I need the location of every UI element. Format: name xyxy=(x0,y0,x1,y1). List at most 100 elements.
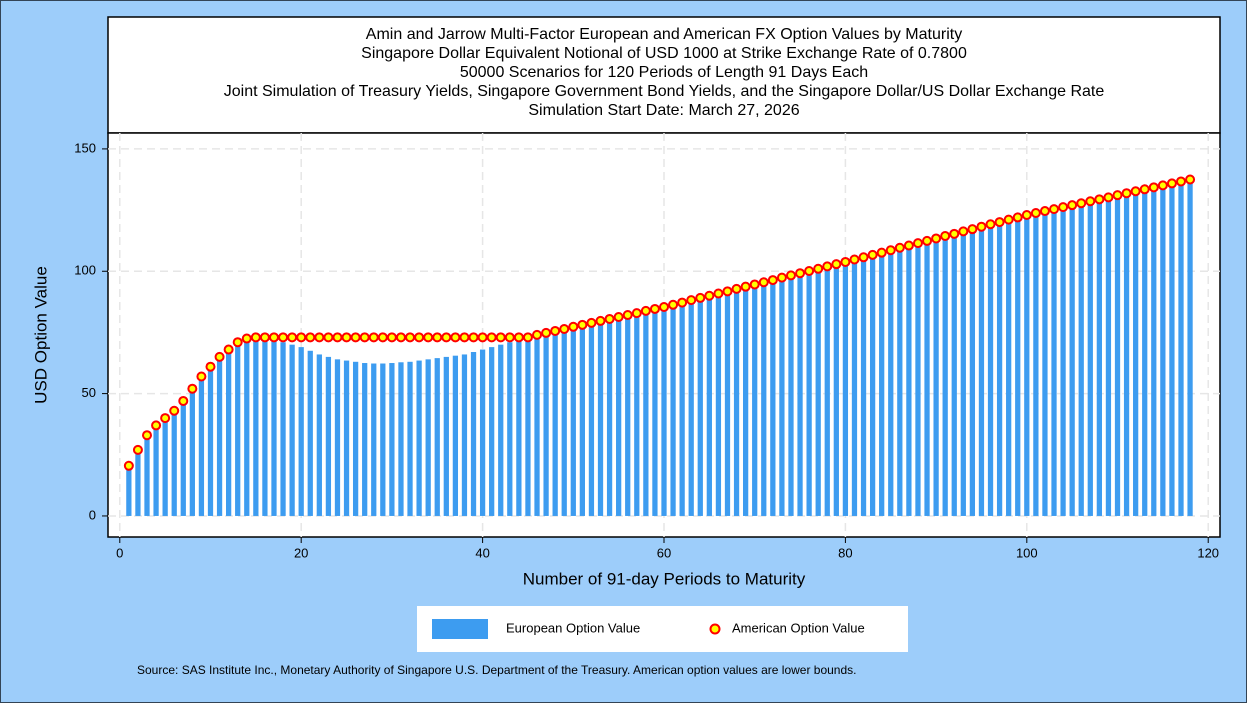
bar xyxy=(833,266,839,516)
x-tick-label: 120 xyxy=(1197,545,1219,560)
dot xyxy=(432,332,443,343)
bar xyxy=(461,354,468,516)
bar xyxy=(507,342,513,516)
dot xyxy=(1121,188,1132,199)
y-tick-label: 50 xyxy=(82,385,96,400)
bar xyxy=(824,268,830,516)
bar xyxy=(1033,215,1039,516)
dot xyxy=(486,332,497,343)
bar xyxy=(244,339,250,516)
dot xyxy=(885,245,896,256)
bar xyxy=(879,255,885,516)
bar xyxy=(969,231,976,516)
bar xyxy=(616,319,622,516)
title-box xyxy=(107,16,1221,134)
dot xyxy=(441,332,452,343)
bar xyxy=(325,356,332,516)
x-tick-label: 80 xyxy=(838,545,852,560)
bar xyxy=(1169,185,1175,516)
dot xyxy=(722,286,733,297)
dot xyxy=(459,332,470,343)
chart-title: Amin and Jarrow Multi-Factor European an… xyxy=(366,26,962,43)
dot xyxy=(604,313,615,324)
dot xyxy=(187,383,198,394)
bar xyxy=(724,293,731,516)
dot xyxy=(822,261,833,272)
dot xyxy=(912,238,923,249)
dot xyxy=(495,332,506,343)
bar xyxy=(1087,203,1093,516)
bar xyxy=(752,286,758,516)
bar xyxy=(352,361,359,516)
bar xyxy=(434,358,440,516)
dot xyxy=(477,332,488,343)
bar xyxy=(498,344,504,516)
dot xyxy=(740,281,751,292)
bar xyxy=(688,302,694,516)
bar xyxy=(770,282,776,516)
bar xyxy=(652,311,658,516)
dot xyxy=(568,321,579,332)
chart-title: Simulation Start Date: March 27, 2026 xyxy=(528,102,799,119)
dot xyxy=(1039,206,1050,217)
bar xyxy=(1187,181,1193,516)
dot xyxy=(160,413,171,424)
dot xyxy=(677,297,688,308)
dot xyxy=(713,288,724,299)
bar xyxy=(525,338,531,516)
bar xyxy=(398,362,404,516)
bar xyxy=(144,436,150,516)
bar xyxy=(706,298,712,516)
bar xyxy=(1006,222,1012,516)
bar xyxy=(761,284,767,516)
x-tick-label: 20 xyxy=(294,545,308,560)
dot xyxy=(142,430,153,441)
source-note: Source: SAS Institute Inc., Monetary Aut… xyxy=(137,663,856,677)
bar xyxy=(253,339,259,516)
bar xyxy=(588,325,595,516)
bar xyxy=(334,359,341,516)
bar xyxy=(1096,201,1102,516)
bar xyxy=(842,264,849,516)
bar xyxy=(226,350,232,516)
dot xyxy=(468,332,479,343)
bar xyxy=(1078,205,1084,516)
dot xyxy=(622,310,633,321)
bar xyxy=(479,349,486,516)
dot xyxy=(695,292,706,303)
dot xyxy=(1021,209,1032,220)
bar xyxy=(951,236,957,516)
legend-swatch xyxy=(709,623,721,635)
bar xyxy=(126,467,132,516)
legend-swatch xyxy=(432,619,488,639)
dot xyxy=(132,444,143,455)
bar xyxy=(679,305,685,516)
dot xyxy=(758,277,769,288)
bar xyxy=(543,335,549,516)
dot xyxy=(903,240,914,251)
chart-title: Singapore Dollar Equivalent Notional of … xyxy=(361,45,967,62)
dot xyxy=(259,332,270,343)
bar xyxy=(625,317,631,516)
bar xyxy=(307,350,313,516)
dot xyxy=(586,317,597,328)
dot xyxy=(341,332,352,343)
bar xyxy=(942,238,948,516)
dot xyxy=(776,272,787,283)
bar xyxy=(733,291,740,516)
dot xyxy=(196,371,207,382)
dot xyxy=(659,301,669,312)
dot xyxy=(631,308,642,319)
dot xyxy=(241,333,252,344)
bar xyxy=(235,343,241,516)
bar xyxy=(888,252,894,516)
dot xyxy=(804,266,815,277)
dot xyxy=(1112,190,1123,201)
bar xyxy=(1133,193,1139,516)
bar xyxy=(743,289,749,516)
dot xyxy=(731,283,742,294)
x-tick-label: 0 xyxy=(116,545,123,560)
bar xyxy=(153,426,159,516)
dot xyxy=(151,420,162,431)
bar xyxy=(561,331,567,516)
